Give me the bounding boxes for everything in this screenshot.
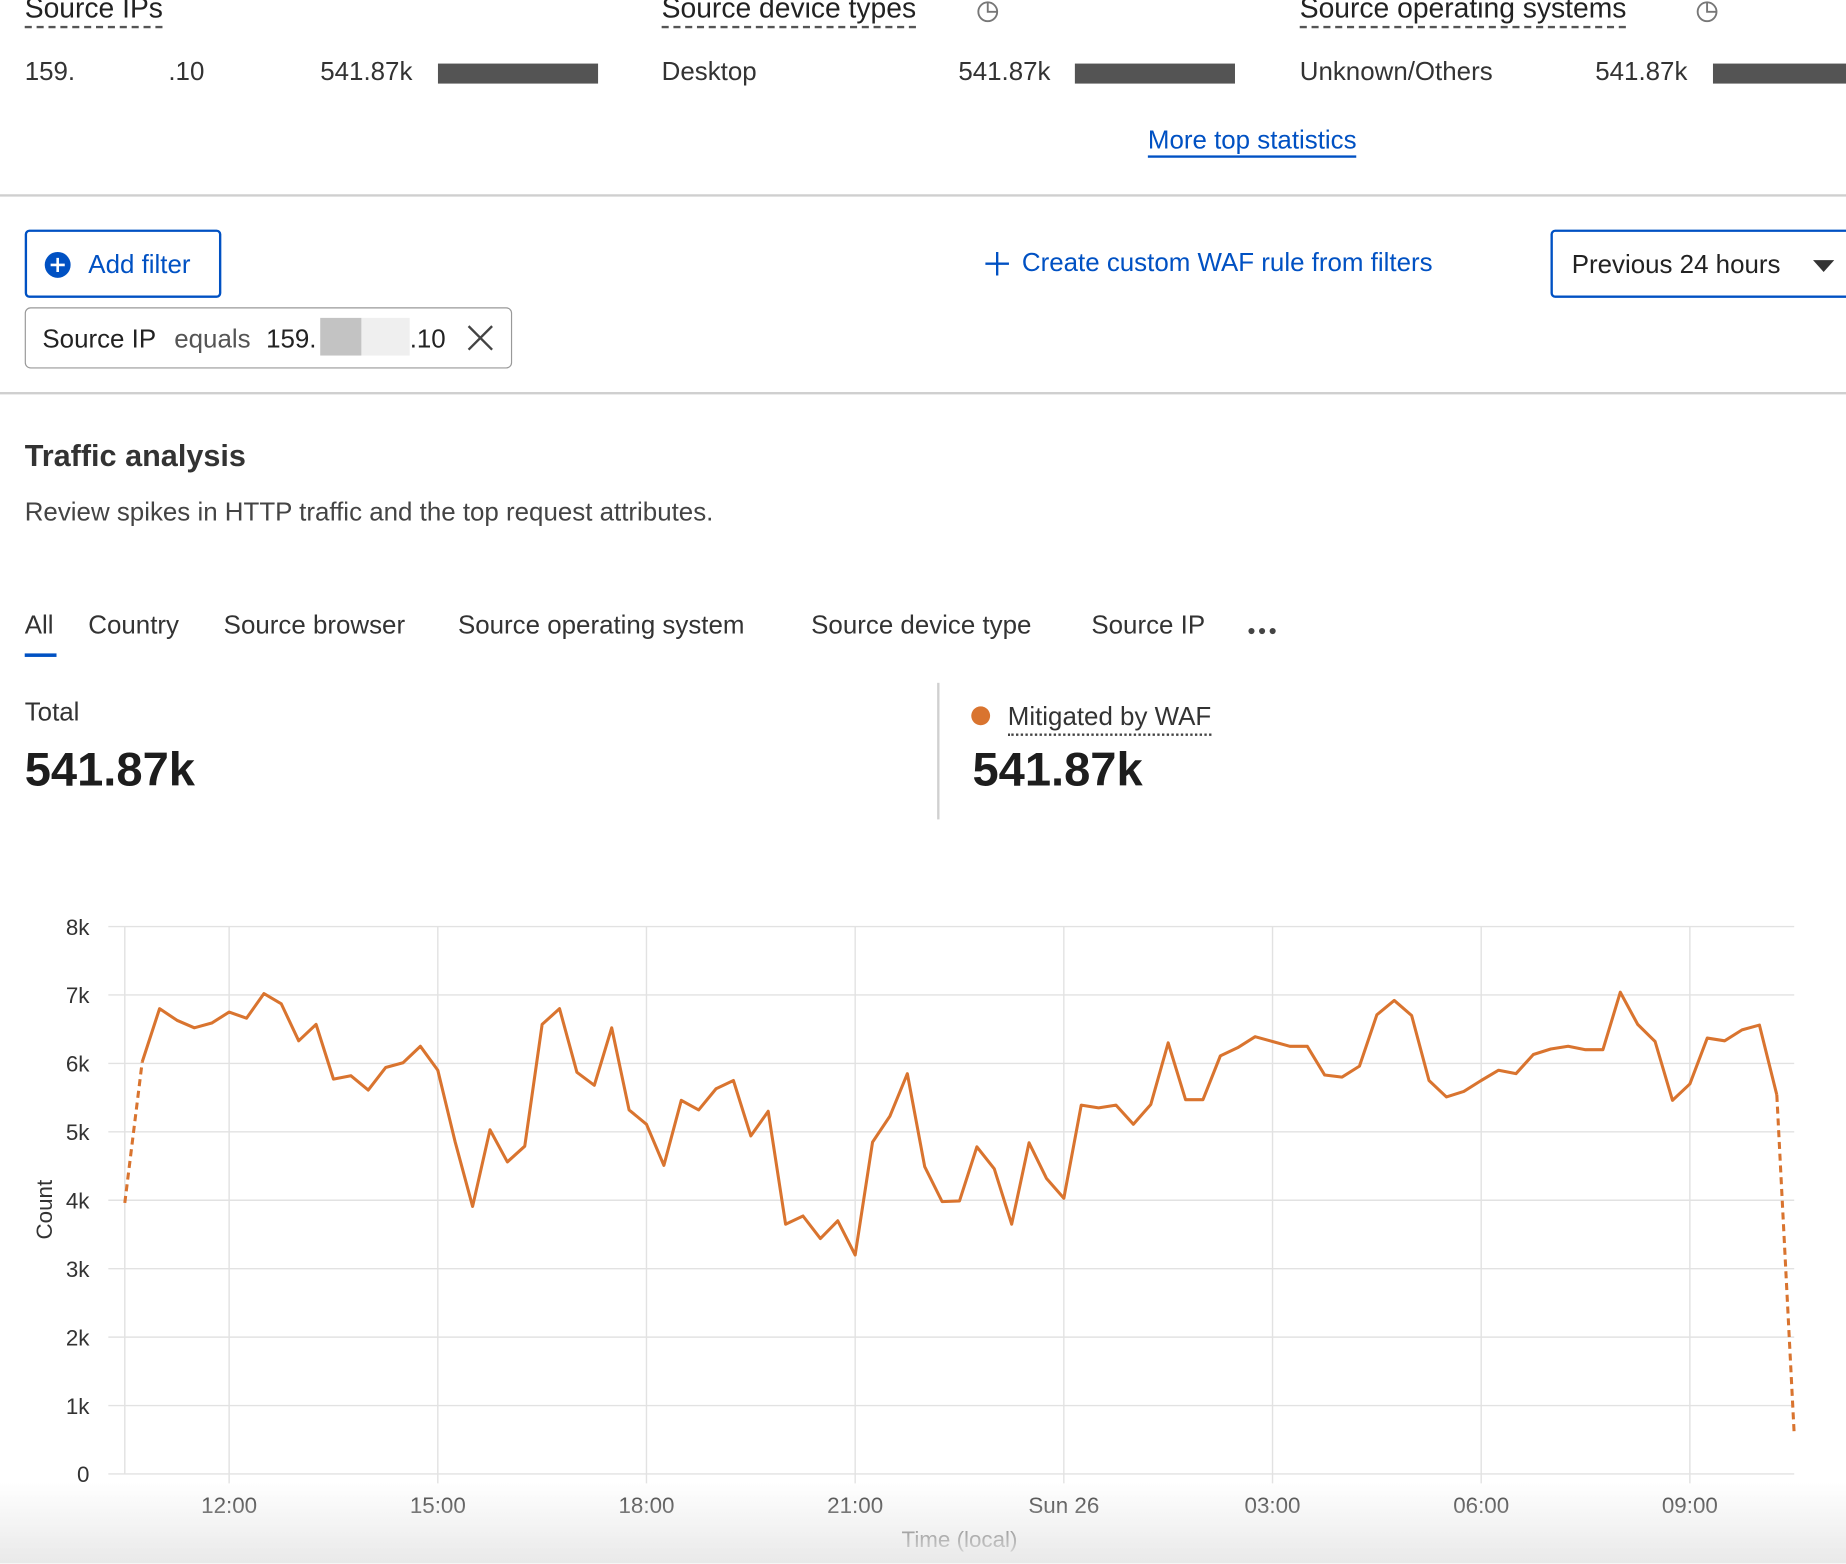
more-tabs[interactable]: [1247, 624, 1280, 638]
tab[interactable]: Source browser: [223, 609, 406, 640]
tab[interactable]: Source device type: [811, 609, 1032, 640]
tab[interactable]: Source operating system: [457, 609, 745, 640]
mitigated-value: 541.87k: [972, 744, 1143, 796]
total-label: Total: [24, 696, 80, 727]
mitigated-label[interactable]: Mitigated by WAF: [1007, 700, 1212, 736]
stat-label: 159.: [24, 56, 76, 86]
y-tick-label: 5k: [66, 1120, 90, 1145]
y-tick-label: 7k: [66, 983, 90, 1008]
pie-icon[interactable]: [976, 0, 1002, 26]
create-rule-link[interactable]: Create custom WAF rule from filters: [1021, 247, 1433, 277]
y-tick-label: 3k: [66, 1257, 90, 1282]
legend-dot: [971, 706, 991, 726]
chip-operator: equals: [174, 323, 251, 354]
redaction: [361, 317, 410, 356]
section-description: Review spikes in HTTP traffic and the to…: [24, 496, 714, 527]
divider: [0, 194, 1846, 197]
select-label: Previous 24 hours: [1571, 249, 1781, 280]
tab-indicator: [24, 653, 57, 657]
stat-label: Unknown/Others: [1299, 56, 1493, 86]
caret: [1813, 260, 1835, 272]
stat-bar: [1712, 63, 1846, 84]
plus-icon: [44, 251, 71, 278]
y-tick-label: 4k: [66, 1188, 90, 1213]
series-line: [140, 990, 1779, 1257]
tab[interactable]: All: [24, 609, 54, 640]
stat-value: 541.87k: [958, 56, 1051, 86]
series-line: [1775, 1094, 1796, 1435]
chip-value: .10: [409, 323, 446, 354]
y-axis-label: Count: [32, 1179, 57, 1239]
stat-value: 541.87k: [320, 56, 413, 86]
stat-bar: [1074, 63, 1235, 84]
stat-value: 541.87k: [1595, 56, 1688, 86]
y-tick-label: 0: [77, 1462, 89, 1487]
stat-bar: [437, 63, 599, 84]
tab[interactable]: Source IP: [1091, 609, 1206, 640]
filter-chip[interactable]: Source IP equals 159. .10: [24, 307, 513, 369]
close-icon[interactable]: [466, 324, 494, 352]
y-tick-label: 8k: [66, 915, 90, 940]
stat-label: Desktop: [661, 56, 757, 86]
divider: [0, 392, 1846, 395]
button-label: Add filter: [88, 249, 191, 280]
stat-title[interactable]: Source IPs: [24, 0, 163, 29]
more-link[interactable]: More top statistics: [1147, 125, 1357, 158]
chip-value: 159.: [266, 323, 317, 354]
stat-label: .10: [168, 56, 205, 86]
y-tick-label: 6k: [66, 1052, 90, 1077]
fade: [0, 1481, 1846, 1564]
section-title: Traffic analysis: [24, 437, 246, 474]
total-value: 541.87k: [24, 744, 195, 796]
add-filter-button[interactable]: Add filter: [24, 229, 222, 298]
stat-title[interactable]: Source device types: [661, 0, 917, 29]
tab[interactable]: Country: [88, 609, 180, 640]
divider: [937, 682, 939, 820]
pie-icon[interactable]: [1695, 0, 1721, 26]
chart: 01k2k3k4k5k6k7k8k12:0015:0018:0021:00Sun…: [32, 915, 1796, 1552]
y-tick-label: 2k: [66, 1325, 90, 1350]
time-range-select[interactable]: Previous 24 hours: [1550, 229, 1846, 298]
y-tick-label: 1k: [66, 1394, 90, 1419]
chip-field: Source IP: [42, 323, 157, 354]
plus-icon: [985, 251, 1009, 276]
series-line: [123, 1061, 144, 1204]
redaction: [320, 317, 362, 356]
stat-title[interactable]: Source operating systems: [1299, 0, 1627, 29]
